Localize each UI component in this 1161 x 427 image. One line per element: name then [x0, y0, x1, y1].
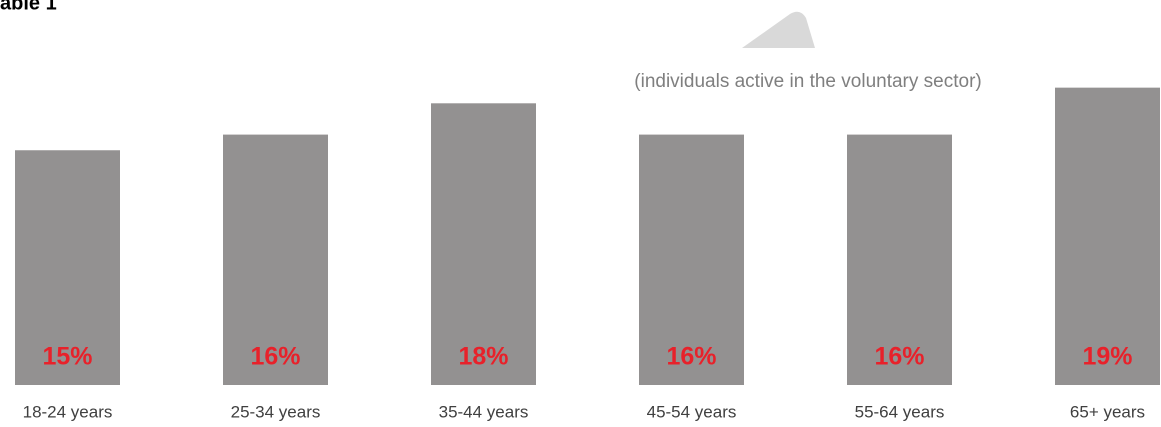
x-tick-label: 18-24 years [23, 402, 113, 421]
bar [223, 134, 328, 385]
value-label: 16% [666, 343, 716, 371]
x-tick-label: 25-34 years [231, 402, 321, 421]
bar [431, 103, 536, 386]
value-label: 18% [458, 343, 508, 371]
chart-subtitle: (individuals active in the voluntary sec… [634, 71, 981, 92]
bar [1055, 87, 1160, 386]
value-label: 15% [42, 343, 92, 371]
x-tick-label: 65+ years [1070, 402, 1145, 421]
value-label: 16% [250, 343, 300, 371]
bar [15, 150, 120, 385]
bar [639, 134, 744, 385]
x-tick-label: 55-64 years [855, 402, 945, 421]
x-tick-label: 45-54 years [647, 402, 737, 421]
x-tick-label: 35-44 years [439, 402, 529, 421]
value-label: 16% [874, 343, 924, 371]
chart-title: able 1 [0, 0, 57, 14]
decoration [742, 11, 815, 48]
value-label: 19% [1082, 343, 1132, 371]
bar [847, 134, 952, 385]
